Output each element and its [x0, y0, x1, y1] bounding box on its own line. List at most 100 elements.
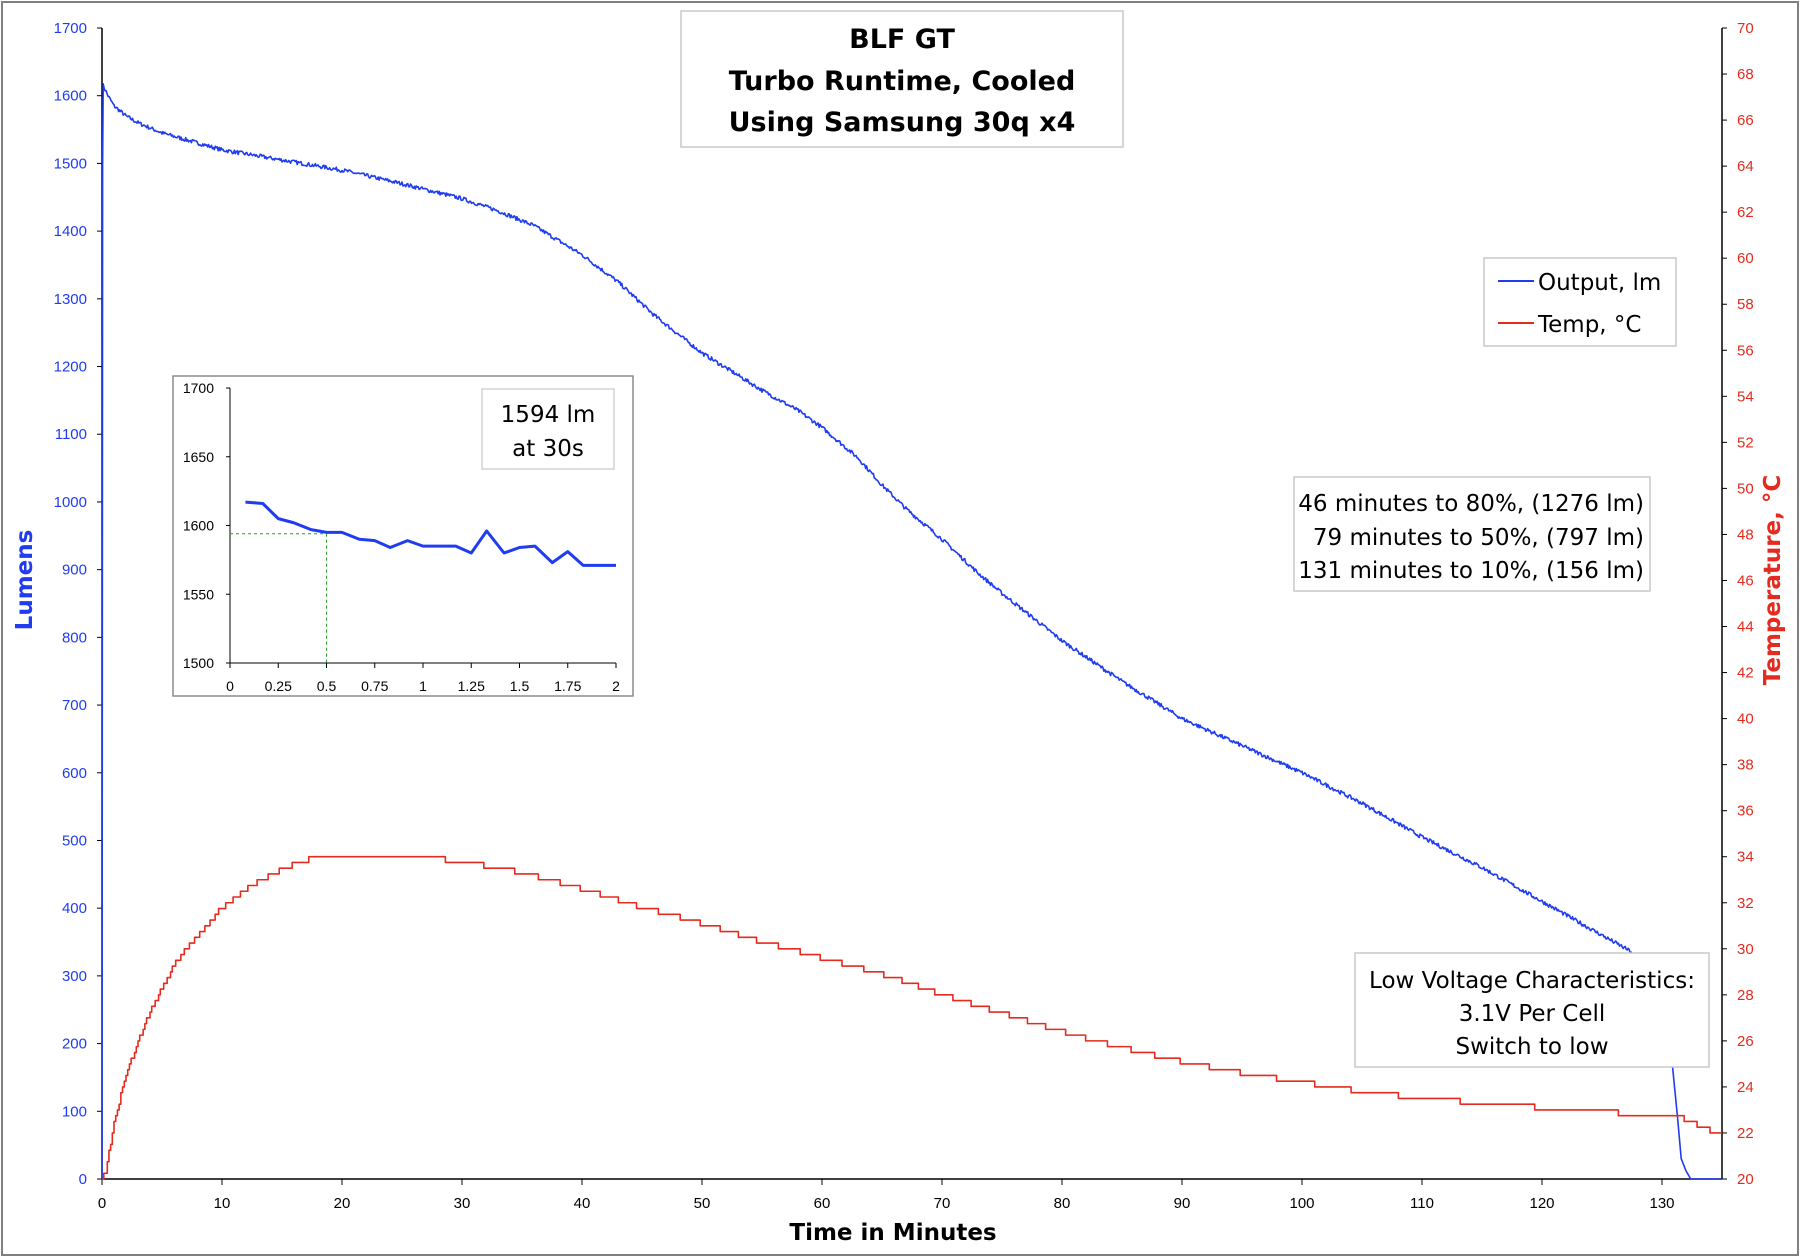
right-tick-label: 64: [1737, 158, 1754, 175]
inset-x-tick-label: 1: [419, 678, 427, 694]
right-tick-label: 24: [1737, 1079, 1754, 1096]
low-voltage-annotation-box: [1354, 952, 1710, 1068]
inset-y-tick-label: 1500: [183, 655, 214, 671]
right-tick-label: 38: [1737, 757, 1754, 774]
right-tick-label: 28: [1737, 987, 1754, 1004]
inset-series-line-0: [245, 500, 616, 567]
left-tick-label: 1400: [54, 223, 87, 240]
right-tick-label: 48: [1737, 526, 1754, 543]
x-tick-label: 30: [454, 1195, 471, 1212]
right-tick-label: 22: [1737, 1125, 1754, 1142]
right-tick-label: 26: [1737, 1033, 1754, 1050]
inset-label-line-1: 1594 lm: [501, 402, 596, 428]
inset-y-tick-label: 1700: [183, 380, 214, 396]
left-tick-label: 200: [62, 1036, 87, 1053]
x-tick-label: 80: [1054, 1195, 1071, 1212]
chart-title-line-2: Turbo Runtime, Cooled: [729, 66, 1076, 97]
left-tick-label: 1100: [55, 426, 87, 443]
inset-x-tick-label: 0.5: [317, 678, 337, 694]
left-tick-label: 1500: [54, 155, 87, 172]
left-tick-label: 600: [62, 765, 87, 782]
left-tick-label: 800: [62, 629, 87, 646]
right-tick-label: 46: [1737, 572, 1754, 589]
inset-y-tick-label: 1550: [183, 586, 214, 602]
inset-chart: 1500 1550 1600 1650 1700 0 0.25 0.5 0.75 1 1.25 1.5…: [172, 375, 634, 697]
runtime-annotation: 46 minutes to 80%, (1276 lm) 79 minutes …: [1293, 476, 1651, 592]
right-tick-label: 40: [1737, 711, 1754, 728]
inset-y-tick-label: 1650: [183, 449, 214, 465]
legend-box: [1483, 257, 1677, 347]
low-voltage-line-2: 3.1V Per Cell: [1459, 1001, 1606, 1027]
right-tick-label: 60: [1737, 250, 1754, 267]
legend: Output, lm Temp, °C: [1483, 257, 1677, 347]
left-tick-label: 700: [62, 697, 87, 714]
legend-label-temp: Temp, °C: [1537, 312, 1641, 338]
chart-title-line-3: Using Samsung 30q x4: [729, 107, 1076, 138]
chart-title-line-1: BLF GT: [849, 24, 955, 55]
right-tick-label: 62: [1737, 204, 1754, 221]
low-voltage-line-1: Low Voltage Characteristics:: [1369, 968, 1695, 994]
inset-ticks: 1500 1550 1600 1650 1700 0 0.25 0.5 0.75 1 1.25 1.5…: [183, 380, 620, 694]
x-tick-label: 40: [574, 1195, 591, 1212]
x-tick-label: 60: [814, 1195, 831, 1212]
right-tick-label: 50: [1737, 480, 1754, 497]
right-tick-label: 52: [1737, 434, 1754, 451]
left-tick-label: 500: [62, 832, 87, 849]
left-tick-label: 1200: [54, 359, 87, 376]
x-tick-label: 120: [1529, 1195, 1554, 1212]
right-tick-label: 58: [1737, 296, 1754, 313]
inset-series-layer: [230, 500, 616, 663]
right-tick-label: 30: [1737, 941, 1754, 958]
left-tick-label: 1700: [54, 20, 87, 37]
inset-x-tick-label: 0.75: [361, 678, 388, 694]
x-tick-label: 70: [934, 1195, 951, 1212]
low-voltage-annotation: Low Voltage Characteristics: 3.1V Per Ce…: [1354, 952, 1710, 1068]
inset-y-tick-label: 1600: [183, 518, 214, 534]
right-tick-label: 42: [1737, 665, 1754, 682]
left-tick-label: 1300: [54, 291, 87, 308]
left-tick-label: 300: [62, 968, 87, 985]
inset-label-line-2: at 30s: [512, 436, 584, 462]
right-axis-ticks: 20 22 24 26 28 30 32 34 36 38 40 42 44 46 48 50 52 54 56 58…: [1722, 20, 1754, 1188]
right-tick-label: 66: [1737, 112, 1754, 129]
right-tick-label: 36: [1737, 803, 1754, 820]
runtime-annotation-box: [1293, 476, 1651, 592]
x-tick-label: 90: [1174, 1195, 1191, 1212]
x-axis-ticks: 0 10 20 30 40 50 60 70 80 90 100 110 120 130: [98, 1179, 1675, 1212]
left-tick-label: 900: [62, 562, 87, 579]
inset-x-tick-label: 2: [612, 678, 620, 694]
right-tick-label: 68: [1737, 66, 1754, 83]
runtime-annotation-line-3: 131 minutes to 10%, (156 lm): [1298, 558, 1644, 584]
x-tick-label: 10: [214, 1195, 231, 1212]
right-tick-label: 20: [1737, 1171, 1754, 1188]
right-tick-label: 32: [1737, 895, 1754, 912]
x-tick-label: 100: [1289, 1195, 1314, 1212]
inset-label-box: [481, 388, 615, 470]
runtime-annotation-line-1: 46 minutes to 80%, (1276 lm): [1298, 491, 1644, 517]
series-line-0: [101, 83, 1633, 1180]
series-layer: [101, 83, 1722, 1180]
left-tick-label: 1000: [54, 494, 87, 511]
x-tick-label: 130: [1649, 1195, 1674, 1212]
left-tick-label: 0: [79, 1171, 87, 1188]
right-tick-label: 54: [1737, 388, 1754, 405]
left-tick-label: 400: [62, 900, 87, 917]
inset-x-tick-label: 1.25: [458, 678, 485, 694]
x-tick-label: 50: [694, 1195, 711, 1212]
inset-x-tick-label: 0.25: [265, 678, 292, 694]
inset-x-tick-label: 0: [226, 678, 234, 694]
left-tick-label: 100: [62, 1103, 87, 1120]
x-tick-label: 110: [1410, 1195, 1434, 1212]
legend-label-output: Output, lm: [1538, 270, 1661, 296]
left-axis-title: Lumens: [12, 530, 38, 631]
inset-x-tick-label: 1.75: [554, 678, 581, 694]
x-tick-label: 0: [98, 1195, 106, 1212]
right-tick-label: 34: [1737, 849, 1754, 866]
inset-x-tick-label: 1.5: [510, 678, 530, 694]
right-axis-title: Temperature, °C: [1760, 475, 1786, 686]
x-axis-title: Time in Minutes: [789, 1220, 996, 1246]
left-tick-label: 1600: [54, 88, 87, 105]
x-tick-label: 20: [334, 1195, 351, 1212]
